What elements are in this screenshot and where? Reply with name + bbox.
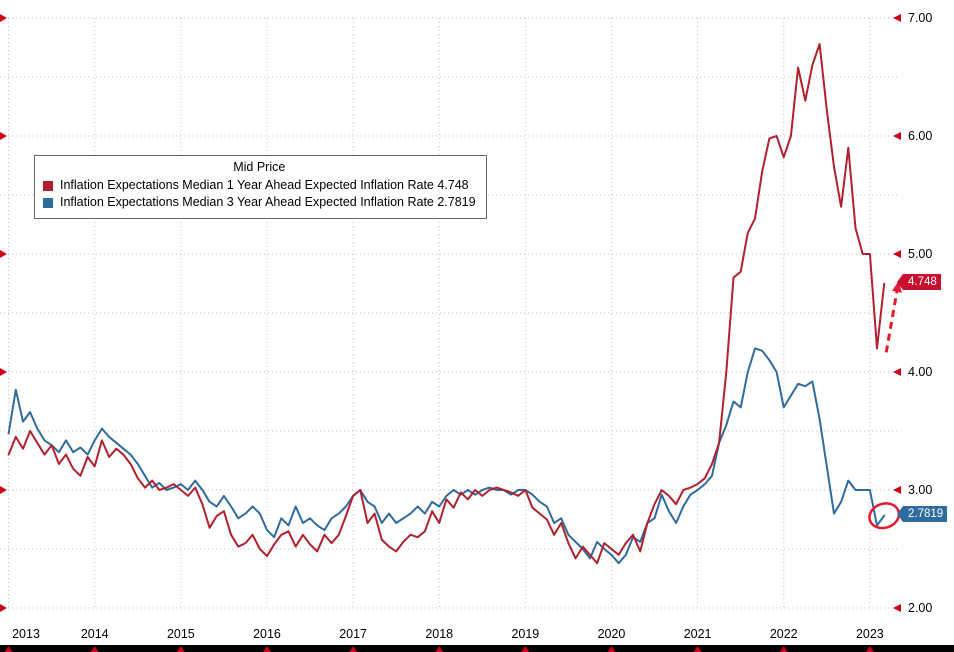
x-tick-label: 2020: [598, 627, 626, 641]
x-tick-label: 2013: [12, 627, 40, 641]
y-tick-label: 4.00: [908, 365, 932, 379]
annotation-dashed-arrow-shaft: [884, 289, 899, 353]
legend-label-3yr: Inflation Expectations Median 3 Year Ahe…: [60, 195, 476, 209]
y-axis-left-tick-arrow: [0, 132, 7, 140]
x-tick-label: 2019: [511, 627, 539, 641]
x-tick-label: 2015: [167, 627, 195, 641]
y-axis-left-tick-arrow: [0, 604, 7, 612]
line-3-year-expectations: [7, 347, 886, 565]
x-axis-tick-arrow: [521, 646, 530, 652]
x-axis-tick-arrow: [90, 646, 99, 652]
y-axis-tick-arrow: [893, 132, 901, 140]
x-axis-tick-arrow: [349, 646, 358, 652]
y-axis-tick-arrow: [893, 604, 901, 612]
x-tick-label: 2017: [339, 627, 367, 641]
bottom-bar: [0, 645, 954, 652]
y-tick-label: 2.00: [908, 601, 932, 615]
legend-swatch-1yr: [43, 180, 53, 191]
legend-title: Mid Price: [233, 160, 286, 174]
x-axis-tick-arrow: [607, 646, 616, 652]
x-tick-label: 2018: [425, 627, 453, 641]
legend-label-1yr: Inflation Expectations Median 1 Year Ahe…: [60, 178, 469, 192]
y-axis-left-tick-arrow: [0, 14, 7, 22]
x-axis-tick-arrow: [779, 646, 788, 652]
y-axis-tick-arrow: [893, 368, 901, 376]
x-axis-tick-arrow: [865, 646, 874, 652]
y-tick-label: 6.00: [908, 129, 932, 143]
y-axis-tick-arrow: [893, 14, 901, 22]
x-axis-tick-arrow: [435, 646, 444, 652]
legend: Mid Price Inflation Expectations Median …: [34, 155, 487, 219]
x-tick-label: 2023: [856, 627, 884, 641]
y-tick-label: 7.00: [908, 11, 932, 25]
price-badge-3yr: 2.7819: [896, 505, 948, 522]
y-axis-left-tick-arrow: [0, 250, 7, 258]
legend-item-1yr: Inflation Expectations Median 1 Year Ahe…: [43, 177, 476, 194]
x-tick-label: 2022: [770, 627, 798, 641]
x-axis-tick-arrow: [4, 646, 13, 652]
legend-item-3yr: Inflation Expectations Median 3 Year Ahe…: [43, 194, 476, 211]
y-axis-left-tick-arrow: [0, 368, 7, 376]
y-tick-label: 5.00: [908, 247, 932, 261]
y-axis-tick-arrow: [893, 250, 901, 258]
y-axis-left-tick-arrow: [0, 486, 7, 494]
x-tick-label: 2021: [684, 627, 712, 641]
legend-swatch-3yr: [43, 197, 53, 208]
x-tick-label: 2014: [81, 627, 109, 641]
x-tick-label: 2016: [253, 627, 281, 641]
x-axis-tick-arrow: [262, 646, 271, 652]
y-tick-label: 3.00: [908, 483, 932, 497]
x-axis-tick-arrow: [176, 646, 185, 652]
line-1-year-expectations: [7, 43, 886, 565]
price-badge-1yr: 4.748: [897, 273, 941, 290]
y-axis-tick-arrow: [893, 486, 901, 494]
x-axis-tick-arrow: [693, 646, 702, 652]
